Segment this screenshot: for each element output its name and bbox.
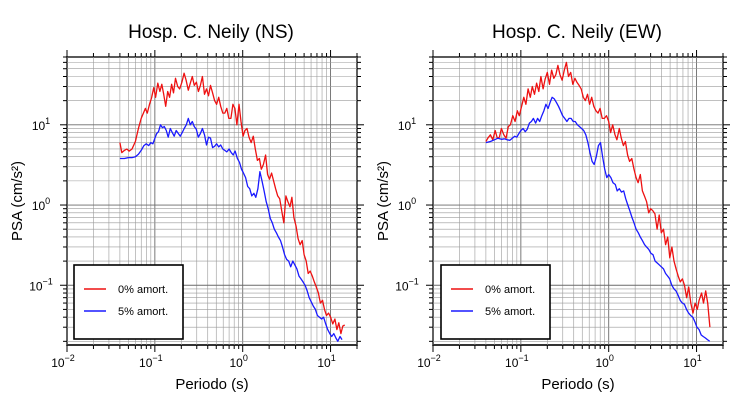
y-tick-label: 10−1 (395, 276, 419, 293)
x-tick-label: 10−2 (51, 353, 75, 370)
x-tick-label: 100 (230, 353, 248, 370)
x-tick-label: 101 (683, 353, 701, 370)
legend-box (73, 264, 184, 340)
series-line-5pct (119, 117, 343, 342)
y-tick-label: 100 (32, 196, 50, 213)
chart-panel-ew: Hosp. C. Neily (EW) 10−2 10−1 100 10110−110… (375, 22, 730, 393)
y-tick-label: 10−1 (29, 276, 53, 293)
tick-labels: 10−2 10−1 100 101 10−1 100 101 (395, 116, 702, 370)
x-tick-label: 10−1 (505, 353, 529, 370)
series-line-0pct (119, 72, 346, 335)
tick-labels: 10−2 10−1 100 101 10−1 100 101 (29, 116, 336, 370)
x-tick-label: 10−2 (417, 353, 441, 370)
series-lines (119, 72, 346, 342)
chart-title: Hosp. C. Neily (NS) (128, 22, 294, 43)
series-line-5pct (485, 96, 711, 342)
legend: 0% amort. 5% amort. (440, 264, 551, 340)
x-axis-label: Periodo (s) (541, 376, 614, 393)
chart-title: Hosp. C. Neily (EW) (492, 22, 662, 43)
y-tick-label: 100 (398, 196, 416, 213)
legend-label-0pct: 0% amort. (485, 284, 535, 296)
x-axis-label: Periodo (s) (175, 376, 248, 393)
x-tick-label: 10−1 (139, 353, 163, 370)
series-lines (485, 61, 711, 342)
y-axis-label: PSA (cm/s²) (375, 161, 392, 241)
chart-panel-ns: Hosp. C. Neily (NS) 10−2 10−1 100 10110−110… (9, 22, 364, 393)
y-tick-label: 101 (398, 116, 416, 133)
x-tick-label: 100 (596, 353, 614, 370)
legend-box (440, 264, 551, 340)
y-axis-label: PSA (cm/s²) (9, 161, 26, 241)
legend-label-5pct: 5% amort. (485, 306, 535, 318)
series-line-0pct (485, 61, 711, 328)
tick-marks (60, 50, 364, 352)
y-tick-label: 101 (32, 116, 50, 133)
legend-label-5pct: 5% amort. (118, 306, 168, 318)
tick-marks (426, 50, 730, 352)
x-tick-label: 101 (317, 353, 335, 370)
legend: 0% amort. 5% amort. (73, 264, 184, 340)
legend-label-0pct: 0% amort. (118, 284, 168, 296)
